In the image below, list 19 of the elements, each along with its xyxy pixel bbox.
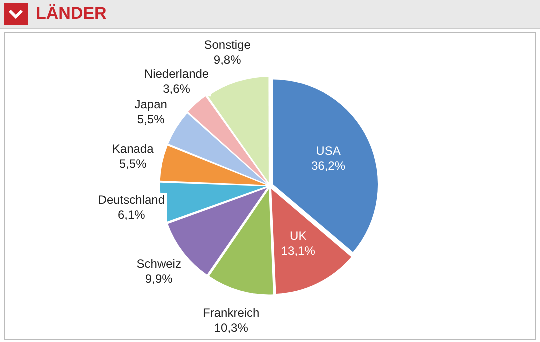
data-label: 9,9% (145, 272, 174, 286)
data-label: 13,1% (281, 244, 316, 258)
slice-label: Niederlande (144, 66, 210, 81)
data-label: 6,1% (118, 208, 146, 222)
slice-label: Japan (134, 97, 168, 112)
slice-label: Sonstige (204, 38, 252, 52)
data-label: 3,6% (163, 82, 191, 96)
data-label: 5,5% (119, 157, 148, 172)
slice-label: Deutschland (98, 192, 166, 207)
data-label: 36,2% (312, 159, 346, 174)
data-label: 9,8% (214, 52, 242, 67)
slice-label: Schweiz (136, 256, 182, 271)
slice-label: UK (290, 229, 307, 244)
data-label: 10,3% (214, 320, 249, 335)
slice-label: USA (316, 144, 341, 158)
data-label: 5,5% (137, 112, 166, 126)
slice-label: Frankreich (203, 306, 260, 320)
slice-label: Kanada (112, 142, 154, 156)
chart-title: LÄNDER (36, 4, 107, 24)
